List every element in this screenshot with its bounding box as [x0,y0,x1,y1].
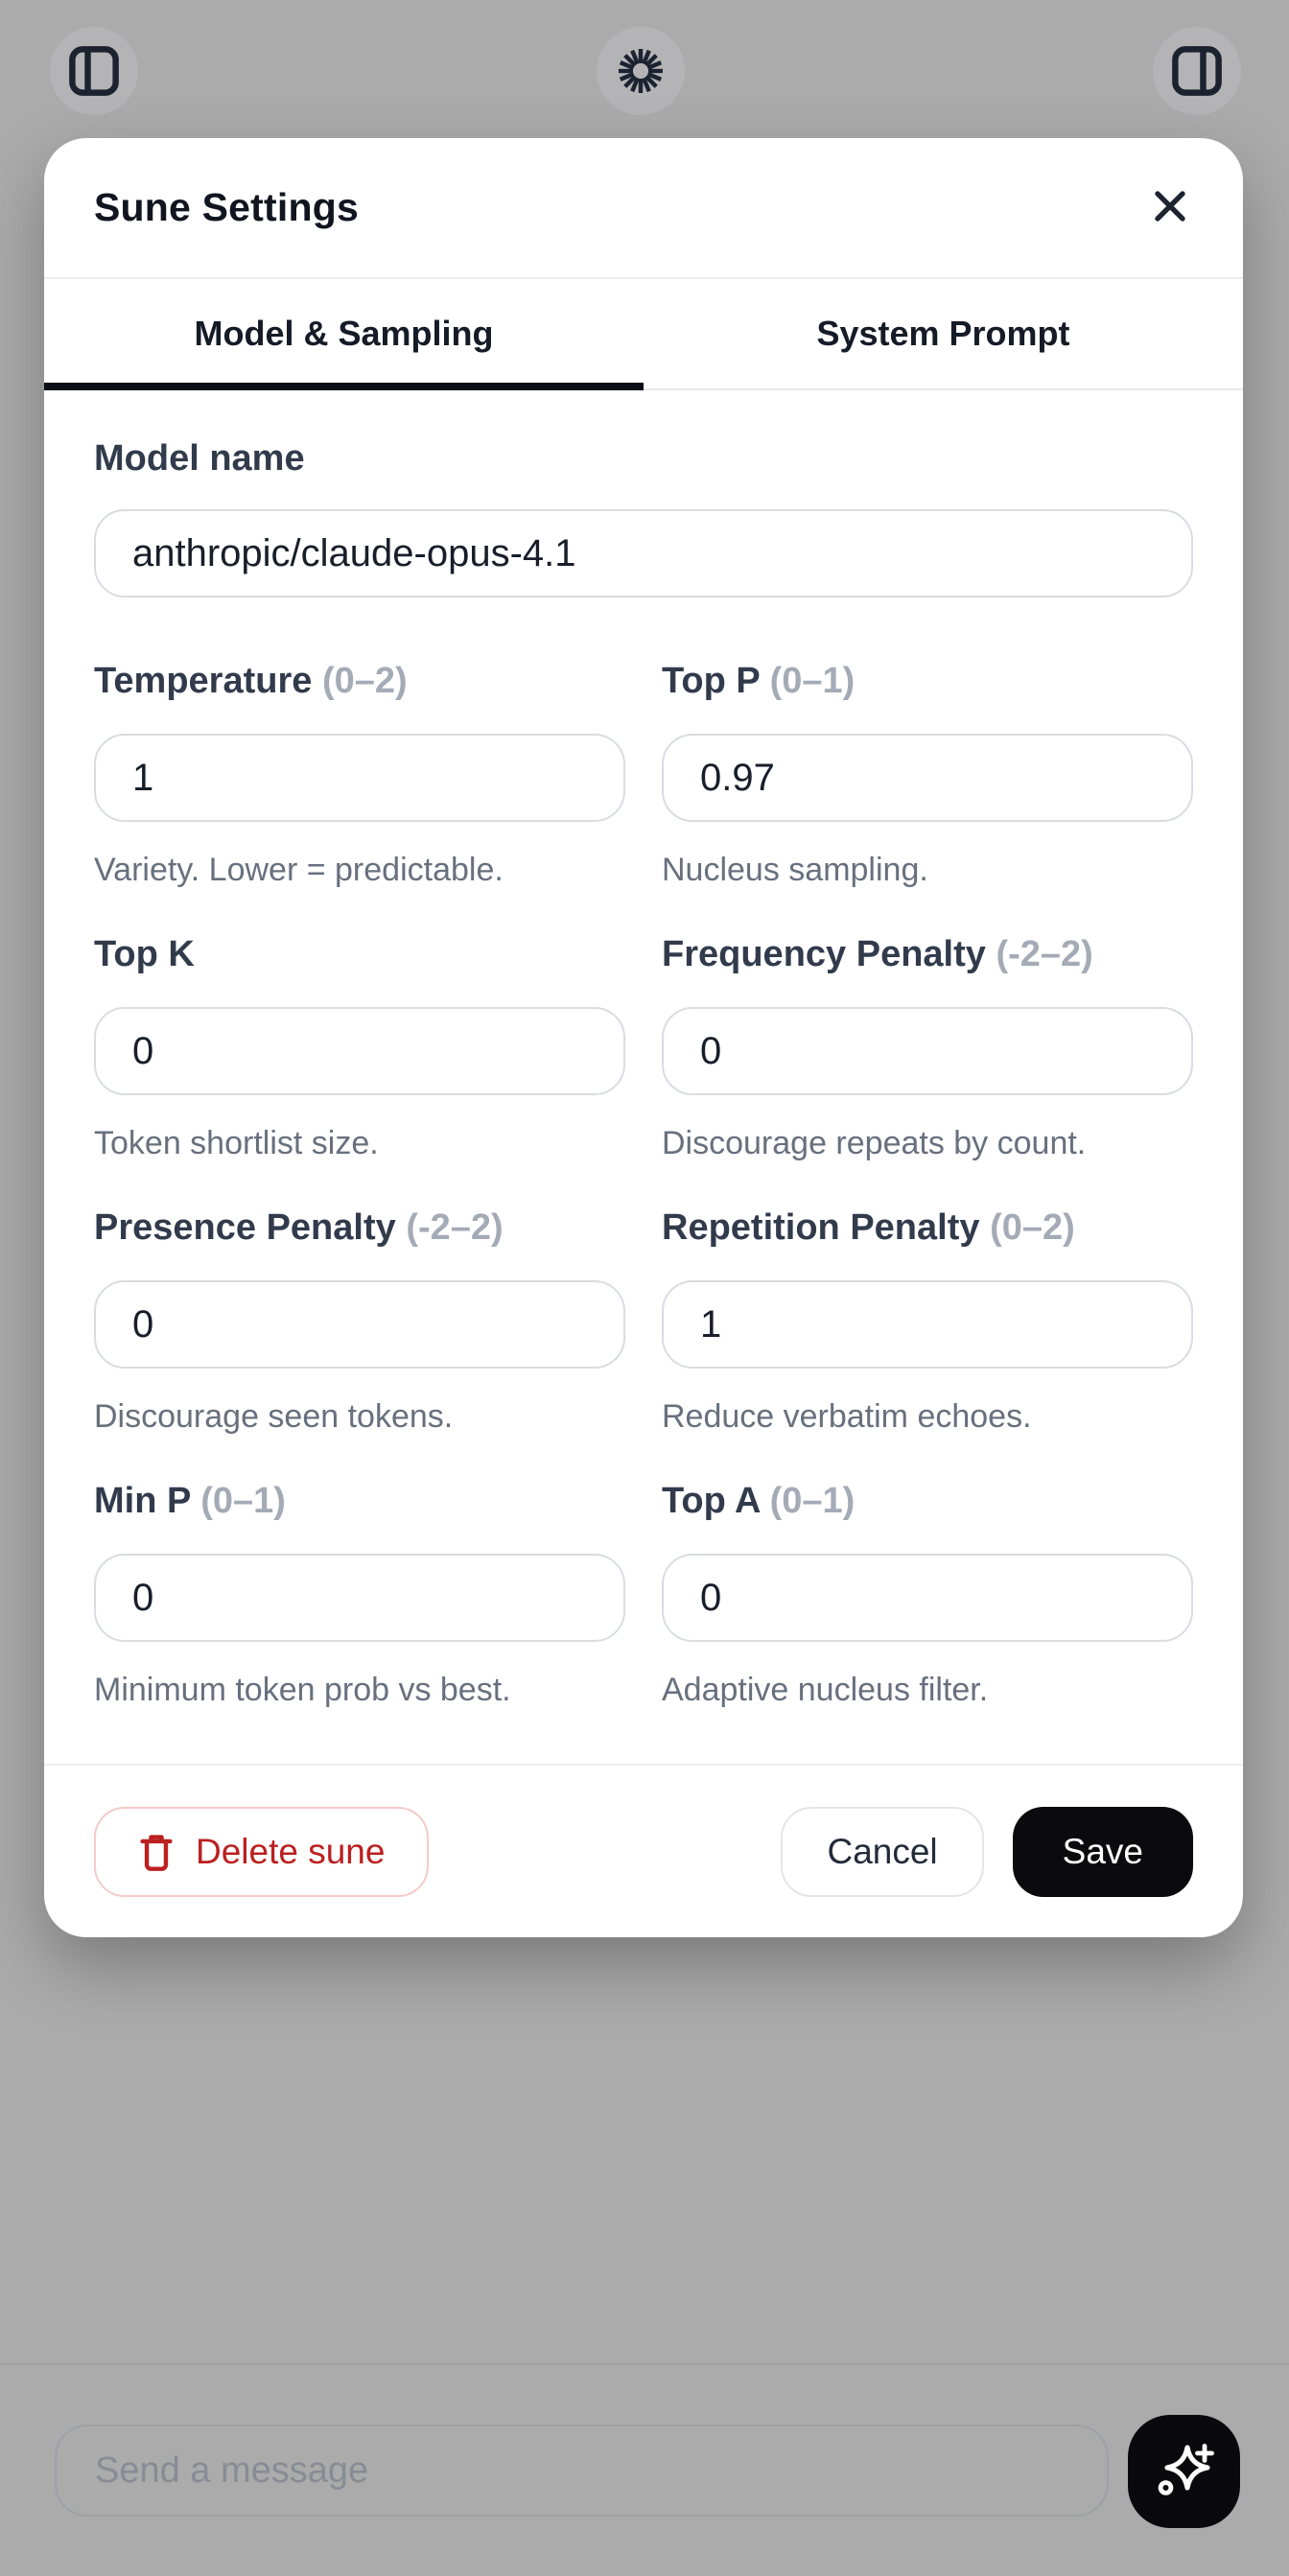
field-range-hint: (0–1) [769,661,855,701]
field-label-text: Frequency Penalty [662,934,986,974]
field-cell: Temperature (0–2) Variety. Lower = predic… [94,659,625,889]
model-name-field: Model name [94,436,1193,597]
composer-top-divider [0,2363,1289,2365]
field-cell: Repetition Penalty (0–2) Reduce verbatim … [662,1206,1193,1436]
field-input[interactable] [662,734,1193,822]
model-name-input[interactable] [94,509,1193,597]
field-label: Temperature (0–2) [94,659,625,703]
field-label: Top A (0–1) [662,1479,1193,1523]
panel-left-icon [67,44,121,98]
field-cell: Presence Penalty (-2–2) Discourage seen t… [94,1206,625,1436]
sparkle-plus-icon [1150,2436,1219,2508]
send-sparkle-button[interactable] [1128,2415,1240,2528]
field-helper-text: Variety. Lower = predictable. [94,852,504,888]
close-button[interactable] [1147,185,1193,231]
field-helper-text: Minimum token prob vs best. [94,1672,511,1708]
toggle-left-sidebar-button[interactable] [50,27,138,115]
field-label-text: Top K [94,934,195,974]
dialog-header: Sune Settings [44,138,1243,279]
field-label-text: Temperature [94,661,313,701]
cancel-button[interactable]: Cancel [781,1806,984,1897]
field-range-hint: (0–1) [200,1481,286,1521]
panel-right-icon [1170,44,1224,98]
settings-tabs: Model & Sampling System Prompt [44,279,1243,390]
field-range-hint: (-2–2) [406,1207,504,1248]
close-icon [1149,185,1191,230]
field-helper-text: Discourage seen tokens. [94,1398,454,1435]
delete-sune-button[interactable]: Delete sune [94,1806,430,1897]
model-name-label: Model name [94,438,305,479]
dialog-footer: Delete sune Cancel Save [44,1764,1243,1937]
field-label-text: Presence Penalty [94,1207,396,1248]
field-cell: Frequency Penalty (-2–2) Discourage repea… [662,932,1193,1162]
starburst-spinner-icon [611,41,670,101]
message-input[interactable] [55,2424,1109,2517]
field-cell: Top A (0–1) Adaptive nucleus filter. [662,1479,1193,1709]
field-helper-text: Nucleus sampling. [662,852,928,888]
field-label-text: Repetition Penalty [662,1207,980,1248]
field-label-text: Top P [662,661,761,701]
field-cell: Min P (0–1) Minimum token prob vs best. [94,1479,625,1709]
field-cell: Top P (0–1) Nucleus sampling. [662,659,1193,889]
tab-system-prompt[interactable]: System Prompt [644,279,1243,388]
tab-model-sampling[interactable]: Model & Sampling [44,279,644,390]
save-button[interactable]: Save [1012,1806,1193,1897]
field-helper-text: Discourage repeats by count. [662,1125,1087,1161]
field-label-text: Min P [94,1481,191,1521]
field-range-hint: (0–1) [769,1481,855,1521]
field-input[interactable] [662,1280,1193,1369]
field-label: Frequency Penalty (-2–2) [662,932,1193,976]
field-range-hint: (-2–2) [996,934,1093,974]
dialog-title: Sune Settings [94,185,359,229]
field-label: Presence Penalty (-2–2) [94,1206,625,1250]
field-input[interactable] [94,1280,625,1369]
field-cell: Top K Token shortlist size. [94,932,625,1162]
field-input[interactable] [94,734,625,822]
field-helper-text: Reduce verbatim echoes. [662,1398,1032,1435]
field-range-hint: (0–2) [990,1207,1075,1248]
sampling-fields-grid: Temperature (0–2) Variety. Lower = predic… [94,659,1193,1752]
field-helper-text: Token shortlist size. [94,1125,379,1161]
toggle-right-sidebar-button[interactable] [1153,27,1241,115]
field-label-text: Top A [662,1481,760,1521]
delete-sune-label: Delete sune [196,1831,386,1871]
dialog-body: Model name Temperature (0–2) Variety. Low… [44,390,1243,1764]
field-input[interactable] [662,1554,1193,1642]
trash-icon [138,1832,175,1872]
field-range-hint: (0–2) [321,661,408,701]
field-helper-text: Adaptive nucleus filter. [662,1672,989,1708]
field-input[interactable] [662,1007,1193,1095]
field-label: Top P (0–1) [662,659,1193,703]
field-label: Repetition Penalty (0–2) [662,1206,1193,1250]
field-input[interactable] [94,1554,625,1642]
sune-settings-dialog: Sune Settings Model & Sampling System Pr… [44,138,1243,1937]
field-label: Min P (0–1) [94,1479,625,1523]
field-input[interactable] [94,1007,625,1095]
field-label: Top K [94,932,625,976]
loading-spinner-button [597,27,685,115]
